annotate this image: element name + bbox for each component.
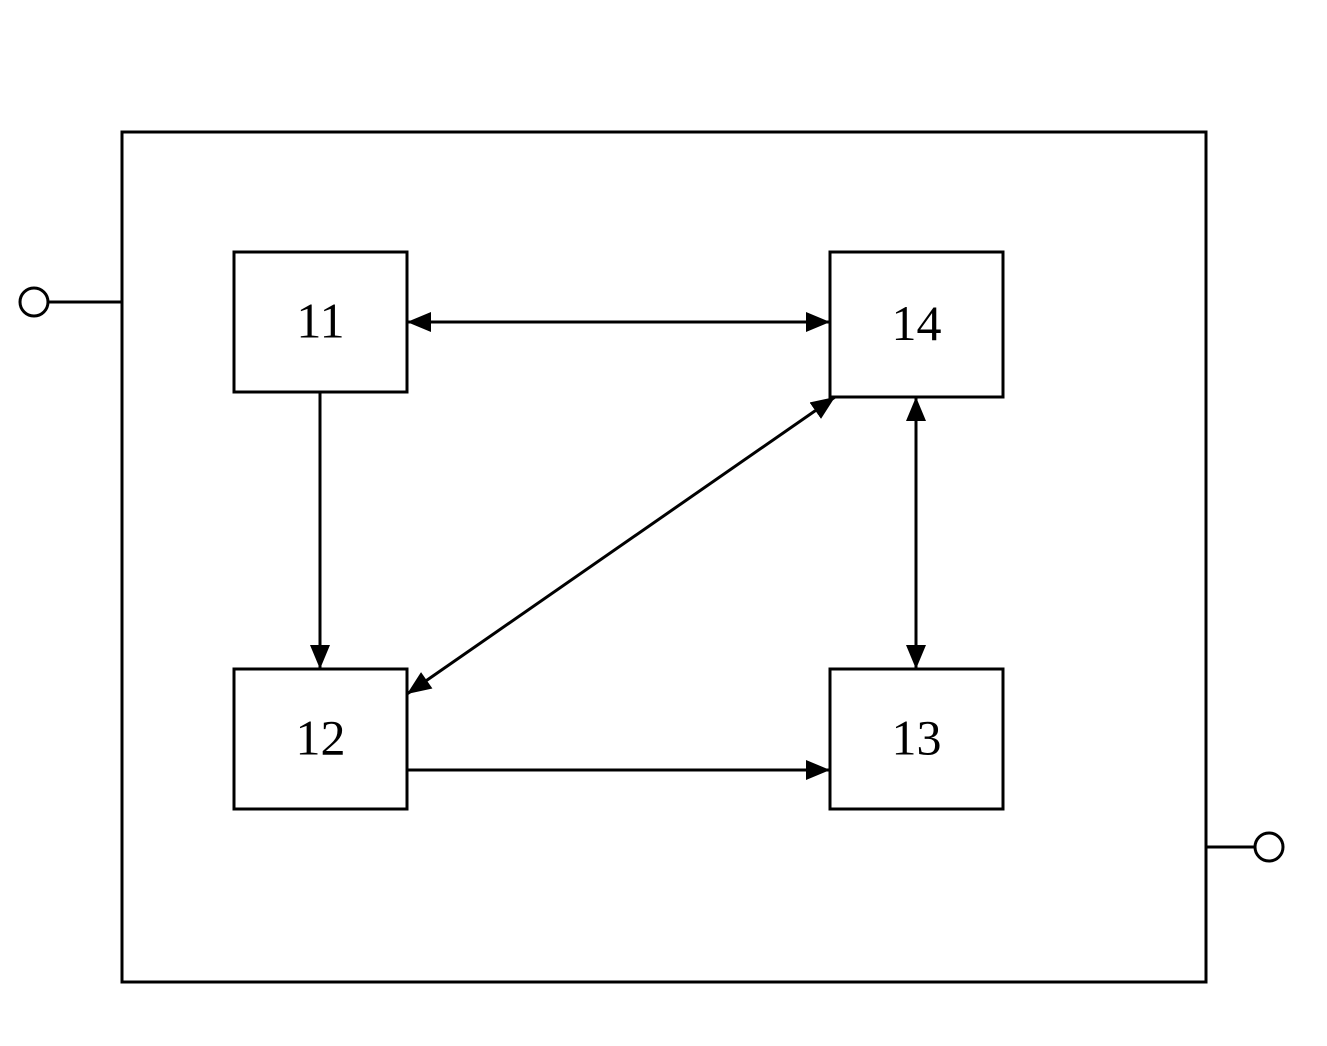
node-n12: 12 (234, 669, 407, 809)
node-n13: 13 (830, 669, 1003, 809)
node-n11: 11 (234, 252, 407, 392)
edge-e12_14 (407, 397, 835, 694)
node-label: 11 (296, 292, 344, 348)
node-n14: 14 (830, 252, 1003, 397)
container-box (122, 132, 1206, 982)
node-label: 13 (892, 709, 942, 765)
node-label: 14 (892, 295, 942, 351)
port-circle (1255, 833, 1283, 861)
node-label: 12 (296, 709, 346, 765)
port-circle (20, 288, 48, 316)
